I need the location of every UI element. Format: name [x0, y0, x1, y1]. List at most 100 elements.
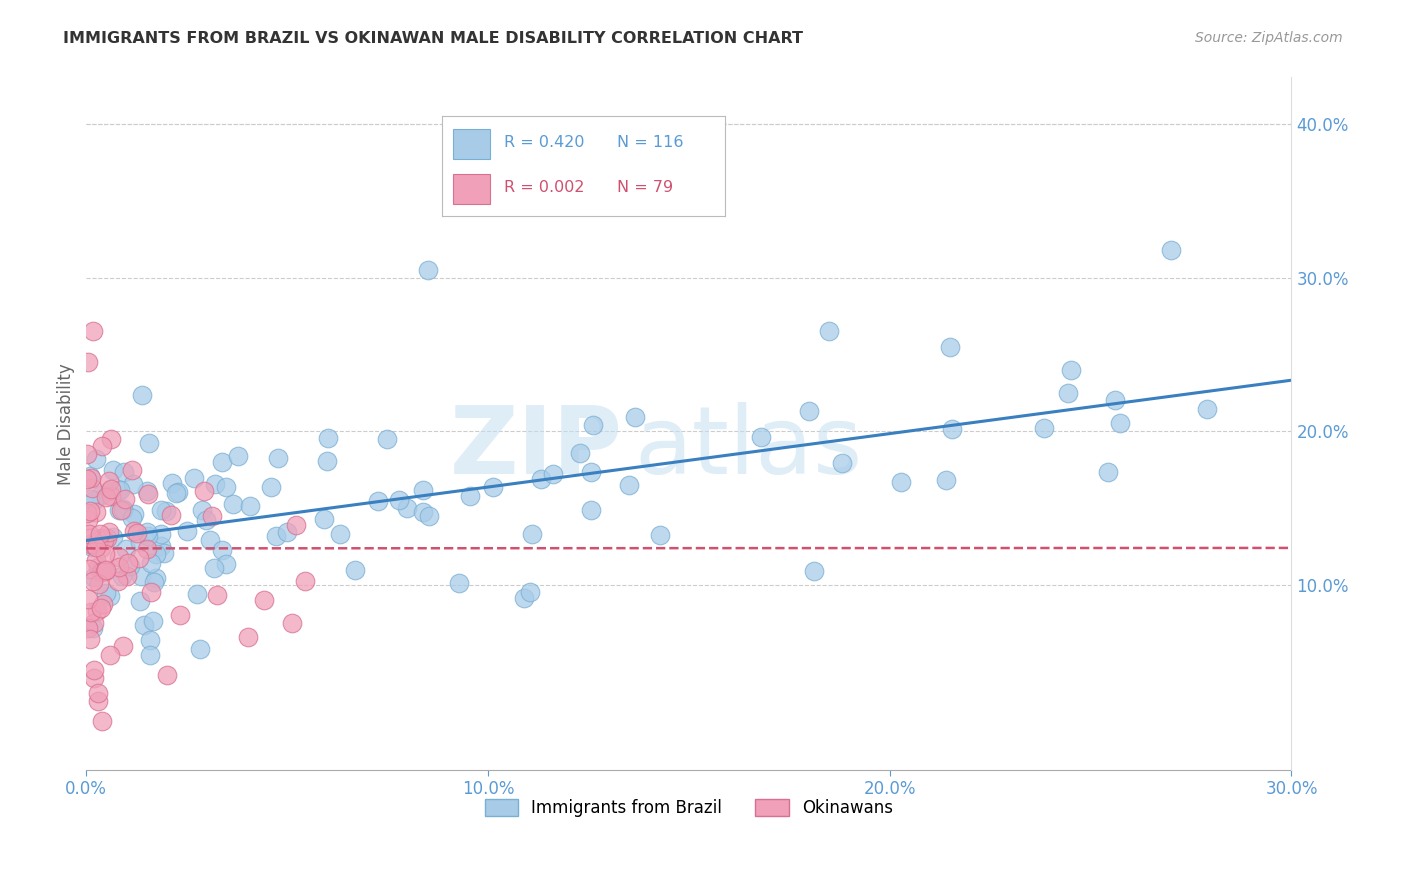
- Point: [107, 483, 129, 497]
- Y-axis label: Male Disability: Male Disability: [58, 363, 75, 484]
- Point: [134, 618, 156, 632]
- Point: [79, 492, 101, 507]
- Point: [121, 510, 143, 524]
- Point: [82, 537, 104, 551]
- Point: [100, 490, 122, 504]
- Point: [579, 465, 602, 479]
- Point: [276, 524, 298, 539]
- Point: [112, 639, 135, 653]
- Point: [1195, 402, 1218, 417]
- Point: [141, 556, 163, 570]
- Point: [941, 422, 963, 436]
- Point: [89, 527, 111, 541]
- Point: [190, 503, 212, 517]
- Point: [83, 663, 105, 677]
- Point: [935, 473, 957, 487]
- Point: [228, 449, 250, 463]
- Point: [314, 511, 336, 525]
- Point: [215, 480, 238, 494]
- Point: [530, 472, 553, 486]
- Point: [239, 499, 262, 513]
- Point: [520, 526, 543, 541]
- Point: [110, 503, 132, 517]
- Point: [86, 534, 108, 549]
- Point: [131, 569, 153, 583]
- Point: [87, 686, 110, 700]
- Point: [86, 540, 108, 554]
- Point: [90, 565, 112, 579]
- Point: [91, 597, 114, 611]
- Point: [155, 504, 177, 518]
- Point: [582, 418, 605, 433]
- Point: [253, 592, 276, 607]
- Point: [541, 467, 564, 481]
- Point: [136, 529, 159, 543]
- Point: [79, 504, 101, 518]
- Point: [513, 591, 536, 606]
- Point: [80, 540, 103, 554]
- Point: [569, 446, 592, 460]
- Point: [108, 549, 131, 564]
- Point: [648, 527, 671, 541]
- Legend: Immigrants from Brazil, Okinawans: Immigrants from Brazil, Okinawans: [478, 792, 900, 824]
- Point: [149, 526, 172, 541]
- Point: [416, 262, 439, 277]
- Point: [1032, 421, 1054, 435]
- Point: [205, 588, 228, 602]
- Point: [131, 388, 153, 402]
- Point: [83, 671, 105, 685]
- Point: [1109, 416, 1132, 430]
- Point: [294, 574, 316, 588]
- Point: [87, 536, 110, 550]
- Point: [96, 586, 118, 600]
- Point: [87, 560, 110, 574]
- Point: [76, 506, 98, 520]
- Point: [316, 431, 339, 445]
- Point: [194, 513, 217, 527]
- Point: [94, 563, 117, 577]
- Point: [412, 483, 434, 497]
- Point: [79, 537, 101, 551]
- Text: IMMIGRANTS FROM BRAZIL VS OKINAWAN MALE DISABILITY CORRELATION CHART: IMMIGRANTS FROM BRAZIL VS OKINAWAN MALE …: [63, 31, 803, 46]
- Point: [200, 533, 222, 547]
- Point: [128, 550, 150, 565]
- Point: [124, 507, 146, 521]
- Point: [112, 503, 135, 517]
- Point: [84, 452, 107, 467]
- Point: [101, 530, 124, 544]
- Point: [135, 525, 157, 540]
- Point: [135, 484, 157, 499]
- Point: [97, 524, 120, 539]
- Point: [82, 574, 104, 588]
- Point: [388, 493, 411, 508]
- Point: [139, 585, 162, 599]
- Point: [90, 532, 112, 546]
- Point: [138, 648, 160, 662]
- Point: [96, 531, 118, 545]
- Point: [617, 478, 640, 492]
- Point: [112, 465, 135, 479]
- Point: [138, 436, 160, 450]
- Point: [201, 509, 224, 524]
- Point: [77, 355, 100, 369]
- Point: [128, 534, 150, 549]
- Point: [1160, 243, 1182, 257]
- Point: [281, 616, 304, 631]
- Point: [122, 524, 145, 539]
- Point: [118, 558, 141, 573]
- Point: [100, 433, 122, 447]
- Point: [80, 605, 103, 619]
- Point: [112, 502, 135, 516]
- Point: [1057, 386, 1080, 401]
- Point: [91, 714, 114, 728]
- Point: [167, 485, 190, 500]
- Text: ZIP: ZIP: [450, 402, 623, 494]
- Point: [803, 564, 825, 578]
- Point: [264, 529, 287, 543]
- Point: [94, 547, 117, 561]
- Point: [142, 614, 165, 628]
- Point: [211, 455, 233, 469]
- Point: [77, 527, 100, 541]
- Point: [186, 587, 208, 601]
- Point: [143, 575, 166, 590]
